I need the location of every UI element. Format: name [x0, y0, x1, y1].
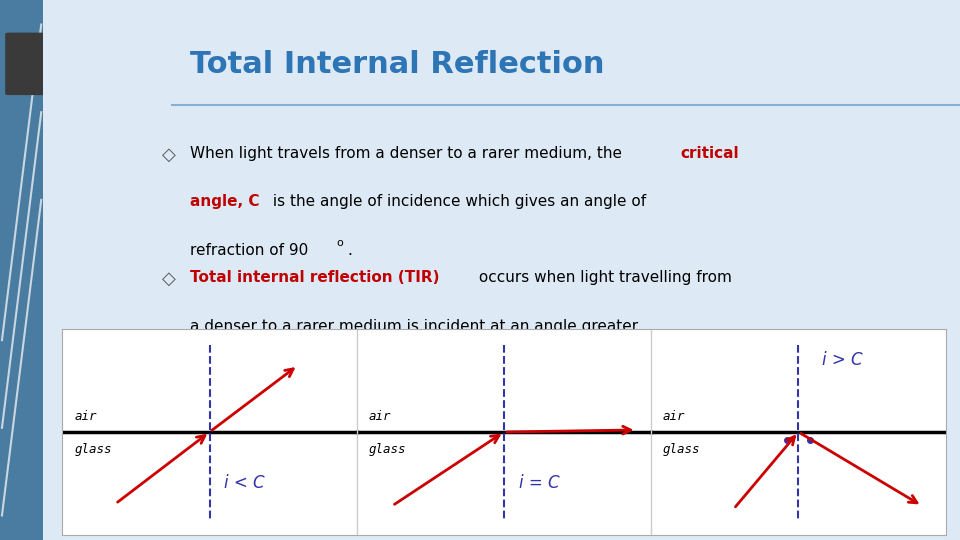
Text: refraction of 90: refraction of 90 [190, 243, 308, 258]
Text: air: air [369, 410, 391, 423]
Text: i = C: i = C [518, 475, 560, 492]
Text: is the angle of incidence which gives an angle of: is the angle of incidence which gives an… [268, 194, 646, 210]
Text: 13: 13 [71, 52, 102, 72]
Text: critical: critical [681, 146, 739, 161]
Text: than the critical angle.: than the critical angle. [190, 367, 363, 382]
Text: a denser to a rarer medium is incident at an angle greater: a denser to a rarer medium is incident a… [190, 319, 638, 334]
Text: air: air [74, 410, 97, 423]
Text: Total Internal Reflection: Total Internal Reflection [190, 50, 605, 79]
Text: occurs when light travelling from: occurs when light travelling from [474, 270, 732, 285]
Text: .: . [348, 243, 352, 258]
Text: ◇: ◇ [162, 146, 177, 164]
Text: When light travels from a denser to a rarer medium, the: When light travels from a denser to a ra… [190, 146, 627, 161]
Text: angle, C: angle, C [190, 194, 259, 210]
Text: glass: glass [74, 442, 111, 456]
Text: Total internal reflection (TIR): Total internal reflection (TIR) [190, 270, 440, 285]
Text: i < C: i < C [225, 475, 265, 492]
FancyBboxPatch shape [5, 32, 151, 95]
Text: air: air [663, 410, 685, 423]
Text: o: o [337, 238, 344, 248]
Text: i > C: i > C [822, 352, 863, 369]
Text: glass: glass [663, 442, 701, 456]
Text: glass: glass [369, 442, 406, 456]
Text: ◇: ◇ [162, 270, 177, 288]
